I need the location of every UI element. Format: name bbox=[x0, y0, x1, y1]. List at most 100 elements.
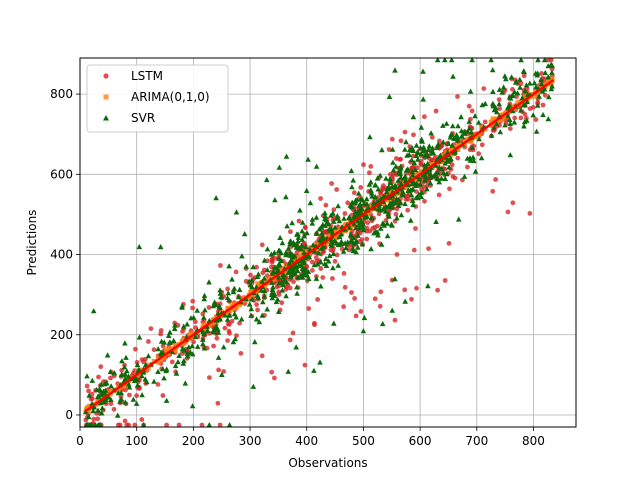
arima-point bbox=[155, 355, 161, 361]
svr-point bbox=[489, 67, 496, 73]
lstm-point bbox=[269, 369, 275, 375]
svr-point bbox=[213, 326, 220, 332]
svr-point bbox=[118, 389, 124, 396]
svr-point bbox=[140, 369, 147, 375]
svr-point bbox=[413, 152, 420, 158]
svr-point bbox=[313, 163, 320, 169]
svr-point bbox=[272, 197, 278, 203]
svr-point bbox=[472, 168, 479, 174]
svr-point bbox=[435, 141, 441, 147]
svr-point bbox=[503, 76, 509, 82]
svr-point bbox=[368, 187, 374, 193]
svr-point bbox=[403, 167, 410, 173]
legend-box bbox=[86, 64, 229, 133]
svr-point bbox=[297, 207, 303, 213]
svr-point bbox=[114, 412, 121, 418]
svr-point bbox=[431, 173, 437, 179]
svr-point bbox=[293, 344, 299, 350]
lstm-point bbox=[269, 259, 275, 265]
svr-point bbox=[285, 368, 292, 374]
lstm-point bbox=[393, 211, 399, 217]
svr-point bbox=[330, 250, 337, 257]
svr-point bbox=[389, 146, 396, 152]
svr-point bbox=[264, 267, 271, 273]
lstm-point bbox=[88, 396, 94, 402]
svr-point bbox=[124, 368, 130, 374]
svr-point bbox=[158, 351, 164, 357]
svr-point bbox=[85, 413, 92, 419]
svr-point bbox=[379, 320, 386, 327]
lstm-point bbox=[124, 422, 130, 428]
svr-point bbox=[258, 287, 264, 293]
svr-point bbox=[172, 362, 179, 369]
svr-point bbox=[233, 314, 239, 320]
svr-point bbox=[130, 396, 137, 402]
svr-point bbox=[410, 201, 416, 207]
svr-point bbox=[510, 108, 516, 114]
lstm-point bbox=[332, 258, 338, 264]
svr-point bbox=[334, 213, 341, 219]
legend: LSTM ARIMA(0,1,0) SVR bbox=[86, 64, 229, 133]
svr-point bbox=[514, 90, 521, 96]
lstm-point bbox=[190, 305, 196, 311]
svr-point bbox=[224, 316, 231, 322]
lstm-point bbox=[341, 304, 346, 310]
svr-point bbox=[522, 87, 528, 94]
svr-point bbox=[293, 241, 300, 248]
svr-point bbox=[89, 377, 96, 383]
svr-point bbox=[549, 62, 556, 69]
svr-point bbox=[285, 245, 292, 251]
svr-point bbox=[213, 323, 219, 329]
svr-point bbox=[190, 314, 197, 320]
plot-frame bbox=[79, 57, 577, 428]
svr-point bbox=[239, 253, 245, 259]
lstm-point bbox=[126, 392, 132, 398]
arima-point bbox=[188, 332, 193, 337]
svr-point bbox=[521, 119, 528, 125]
svr-point bbox=[134, 361, 141, 368]
lstm-point bbox=[148, 326, 154, 331]
lstm-point bbox=[216, 367, 222, 373]
lstm-point bbox=[158, 328, 164, 333]
svr-point bbox=[450, 73, 456, 79]
lstm-point bbox=[225, 286, 231, 292]
svr-point bbox=[508, 74, 515, 80]
svr-point bbox=[252, 339, 258, 345]
svr-point bbox=[390, 199, 397, 205]
svr-point bbox=[143, 361, 149, 368]
x-tick-label: 200 bbox=[182, 434, 205, 448]
arima-point bbox=[155, 360, 161, 365]
svr-point bbox=[158, 338, 165, 344]
svr-point bbox=[295, 231, 301, 237]
svr-point bbox=[299, 228, 305, 234]
svr-point bbox=[311, 262, 318, 268]
lstm-point bbox=[288, 229, 293, 235]
svr-point bbox=[533, 84, 539, 90]
svr-point bbox=[275, 268, 282, 274]
svr-point bbox=[326, 226, 333, 232]
svr-point bbox=[229, 276, 235, 282]
y-tick-label: 200 bbox=[50, 328, 73, 342]
svr-point bbox=[542, 69, 549, 76]
svr-point bbox=[455, 123, 461, 129]
lstm-point bbox=[469, 108, 475, 114]
y-tick-label: 0 bbox=[65, 408, 73, 422]
svr-point bbox=[376, 202, 382, 208]
svr-point bbox=[424, 151, 430, 157]
arima-point bbox=[336, 232, 341, 237]
lstm-point bbox=[238, 351, 244, 356]
svr-point bbox=[276, 260, 282, 266]
lstm-point bbox=[139, 357, 145, 362]
lstm-point bbox=[134, 393, 140, 399]
lstm-point bbox=[342, 211, 348, 216]
arima-point bbox=[146, 366, 151, 371]
svr-point bbox=[316, 250, 322, 256]
svr-point bbox=[449, 142, 455, 148]
svr-point bbox=[517, 84, 523, 90]
svr-point bbox=[139, 373, 145, 379]
legend-arima-label: ARIMA(0,1,0) bbox=[131, 90, 210, 104]
svr-point bbox=[524, 98, 530, 105]
arima-point bbox=[413, 172, 419, 178]
svr-point bbox=[415, 149, 421, 156]
svr-point bbox=[313, 230, 320, 236]
